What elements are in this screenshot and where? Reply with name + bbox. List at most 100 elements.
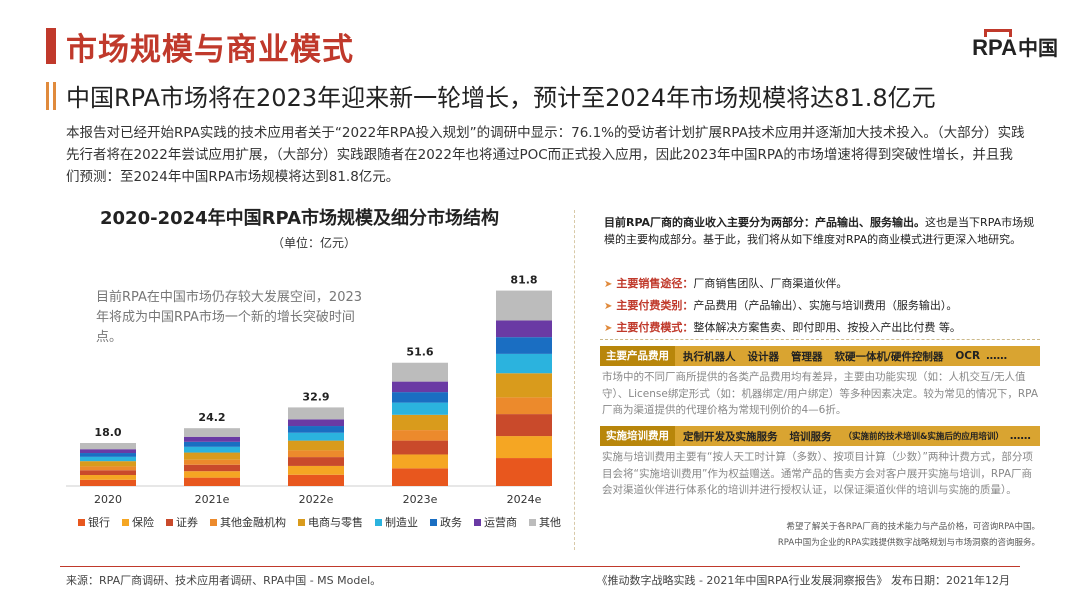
legend-label: 银行 (88, 516, 110, 529)
contact-note-1: 希望了解关于各RPA厂商的技术能力与产品价格，可咨询RPA中国。 (786, 522, 1040, 532)
bar-segment-制造业 (184, 446, 240, 453)
business-model-list: ➤ 主要销售途径：厂商销售团队、厂商渠道伙伴。 ➤ 主要付费类别：产品费用（产品输出… (604, 273, 1044, 339)
bar-segment-其他金融机构 (496, 397, 552, 415)
arrow-icon: ➤ (604, 323, 613, 334)
band-label: 实施培训费用 (600, 426, 675, 446)
legend-label: 政务 (440, 516, 462, 529)
service-fee-band: 实施培训费用 定制开发及实施服务 培训服务 （实施前的技术培训&实施后的应用培训… (600, 426, 1040, 446)
intro-paragraph: 本报告对已经开始RPA实践的技术应用者关于“2022年RPA投入规划”的调研中显… (66, 125, 1025, 185)
bar-segment-保险 (496, 436, 552, 459)
bar-segment-政务 (392, 392, 448, 403)
bar-segment-其他金融机构 (80, 466, 136, 471)
bar-segment-运营商 (496, 320, 552, 338)
bar-segment-保险 (184, 471, 240, 478)
legend-label: 其他金融机构 (220, 516, 286, 529)
legend-label: 运营商 (484, 516, 517, 529)
bar-segment-银行 (184, 477, 240, 486)
bar-segment-电商与零售 (392, 414, 448, 431)
chart-title: 2020-2024年中国RPA市场规模及细分市场结构 (100, 208, 499, 229)
legend-item: 运营商 (474, 514, 517, 530)
x-tick-label: 2023e (403, 493, 438, 506)
bar-segment-运营商 (184, 436, 240, 442)
bar-total-label: 18.0 (94, 426, 121, 439)
subtitle: 中国RPA市场将在2023年迎来新一轮增长，预计至2024年市场规模将达81.8… (66, 84, 936, 112)
bar-segment-政务 (496, 337, 552, 354)
band-label: 主要产品费用 (600, 346, 675, 366)
bar-total-label: 32.9 (302, 390, 329, 403)
x-tick-label: 2022e (299, 493, 334, 506)
legend-swatch (298, 518, 305, 526)
bar-segment-其他 (288, 407, 344, 420)
bar-segment-政务 (288, 426, 344, 433)
bar-segment-证券 (392, 440, 448, 455)
bar-total-label: 24.2 (198, 411, 225, 424)
bar-segment-运营商 (392, 381, 448, 393)
legend-label: 证券 (176, 516, 198, 529)
legend-swatch (122, 518, 129, 526)
logo-cn-text: 中国 (1018, 36, 1058, 60)
bar-segment-其他金融机构 (184, 459, 240, 465)
contact-note-2: RPA中国为企业的RPA实践提供数字战略规划与市场洞察的咨询服务。 (777, 538, 1040, 548)
legend-swatch (210, 518, 217, 526)
legend-item: 银行 (78, 514, 110, 530)
vertical-divider (574, 210, 575, 550)
bar-segment-政务 (80, 453, 136, 457)
brand-logo: RPA 中国 (972, 29, 1058, 61)
logo-rpa-text: RPA (972, 29, 1017, 61)
bar-segment-其他金融机构 (392, 430, 448, 441)
legend-swatch (430, 518, 437, 526)
arrow-icon: ➤ (604, 301, 613, 312)
bar-total-label: 81.8 (510, 274, 537, 287)
bar-segment-保险 (392, 454, 448, 469)
legend-swatch (78, 518, 85, 526)
legend-item: 保险 (122, 514, 154, 530)
title-accent-bar (46, 28, 56, 64)
bar-segment-保险 (288, 465, 344, 475)
chart-unit: （单位：亿元） (272, 236, 357, 250)
bar-segment-电商与零售 (80, 461, 136, 467)
bar-segment-证券 (80, 470, 136, 476)
dashed-divider (600, 339, 1040, 340)
legend-item: 政务 (430, 514, 462, 530)
chart-legend: 银行 保险 证券 其他金融机构 电商与零售 制造业 政务 运营商 其他 (78, 514, 561, 530)
legend-swatch (529, 518, 536, 526)
x-tick-label: 2021e (195, 493, 230, 506)
footer-rule (60, 566, 1020, 567)
legend-item: 其他金融机构 (210, 514, 286, 530)
legend-swatch (375, 518, 382, 526)
arrow-icon: ➤ (604, 279, 613, 290)
bar-segment-制造业 (80, 456, 136, 462)
bar-segment-银行 (392, 468, 448, 486)
bar-segment-电商与零售 (496, 373, 552, 398)
bar-segment-保险 (80, 475, 136, 480)
bar-segment-银行 (80, 479, 136, 486)
product-fee-band: 主要产品费用 执行机器人 设计器 管理器 软硬一体机/硬件控制器 OCR …… (600, 346, 1040, 366)
legend-label: 制造业 (385, 516, 418, 529)
legend-swatch (166, 518, 173, 526)
source-note: 来源：RPA厂商调研、技术应用者调研、RPA中国 - MS Model。 (66, 574, 382, 587)
bar-segment-制造业 (392, 402, 448, 415)
legend-label: 其他 (539, 516, 561, 529)
x-tick-label: 2024e (507, 493, 542, 506)
subtitle-marker (46, 82, 60, 110)
bar-segment-其他 (184, 428, 240, 437)
bar-segment-运营商 (80, 449, 136, 454)
bar-segment-电商与零售 (288, 440, 344, 451)
legend-swatch (474, 518, 481, 526)
bar-segment-其他 (496, 290, 552, 321)
product-fee-text: 市场中的不同厂商所提供的各类产品费用均有差异，主要由功能实现（如：人机交互/无人… (602, 371, 1039, 416)
legend-item: 电商与零售 (298, 514, 363, 530)
legend-item: 证券 (166, 514, 198, 530)
bar-segment-运营商 (288, 419, 344, 427)
legend-item: 制造业 (375, 514, 418, 530)
band-items: 定制开发及实施服务 培训服务 （实施前的技术培训&实施后的应用培训） (683, 430, 1004, 443)
stacked-bar-chart: 18.0 2020 24.2 2021e 32.9 2022e 51.6 2023e 81.8 2… (66, 274, 552, 506)
band-items: 执行机器人 设计器 管理器 软硬一体机/硬件控制器 OCR (683, 350, 981, 363)
legend-label: 电商与零售 (308, 516, 363, 529)
bar-segment-银行 (496, 458, 552, 486)
service-fee-text: 实施与培训费用主要有“按人天工时计算（多数）、按项目计算（少数）”两种计费方式，… (602, 451, 1033, 496)
bar-segment-银行 (288, 474, 344, 486)
bar-segment-证券 (496, 414, 552, 437)
bar-segment-政务 (184, 441, 240, 447)
bar-segment-电商与零售 (184, 452, 240, 460)
